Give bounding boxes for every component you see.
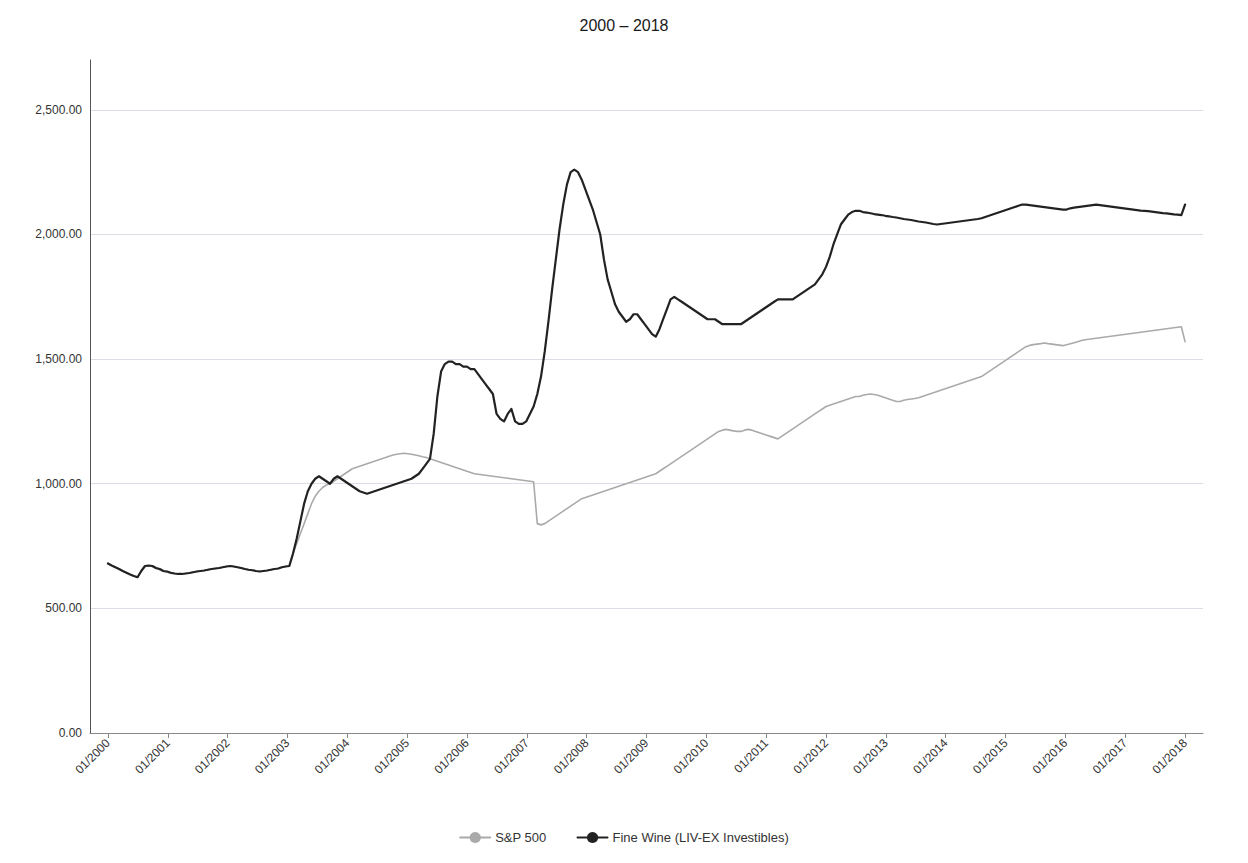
svg-text:01/2009: 01/2009 [611, 736, 652, 777]
svg-text:01/2013: 01/2013 [850, 736, 891, 777]
svg-text:2,500.00: 2,500.00 [35, 103, 82, 117]
svg-text:2,000.00: 2,000.00 [35, 227, 82, 241]
svg-text:Fine Wine (LIV-EX Investibles): Fine Wine (LIV-EX Investibles) [613, 830, 789, 845]
svg-text:01/2000: 01/2000 [72, 736, 113, 777]
svg-text:500.00: 500.00 [45, 601, 82, 615]
svg-text:01/2011: 01/2011 [731, 736, 771, 776]
svg-text:S&P 500: S&P 500 [495, 830, 546, 845]
svg-text:01/2018: 01/2018 [1149, 736, 1190, 777]
svg-text:01/2004: 01/2004 [312, 736, 353, 777]
svg-text:01/2007: 01/2007 [491, 736, 532, 777]
svg-text:01/2016: 01/2016 [1030, 736, 1071, 777]
svg-text:01/2002: 01/2002 [192, 736, 233, 777]
svg-text:01/2008: 01/2008 [551, 736, 592, 777]
svg-text:01/2001: 01/2001 [132, 736, 173, 777]
svg-text:01/2015: 01/2015 [970, 736, 1011, 777]
svg-text:01/2012: 01/2012 [790, 736, 831, 777]
svg-text:1,500.00: 1,500.00 [35, 352, 82, 366]
svg-text:2000 – 2018: 2000 – 2018 [580, 17, 669, 34]
svg-text:01/2017: 01/2017 [1090, 736, 1131, 777]
svg-text:01/2010: 01/2010 [671, 736, 712, 777]
svg-text:01/2005: 01/2005 [372, 736, 413, 777]
svg-text:0.00: 0.00 [59, 726, 83, 740]
svg-text:1,000.00: 1,000.00 [35, 477, 82, 491]
svg-text:01/2014: 01/2014 [910, 736, 951, 777]
svg-text:01/2003: 01/2003 [252, 736, 293, 777]
svg-text:01/2006: 01/2006 [431, 736, 472, 777]
